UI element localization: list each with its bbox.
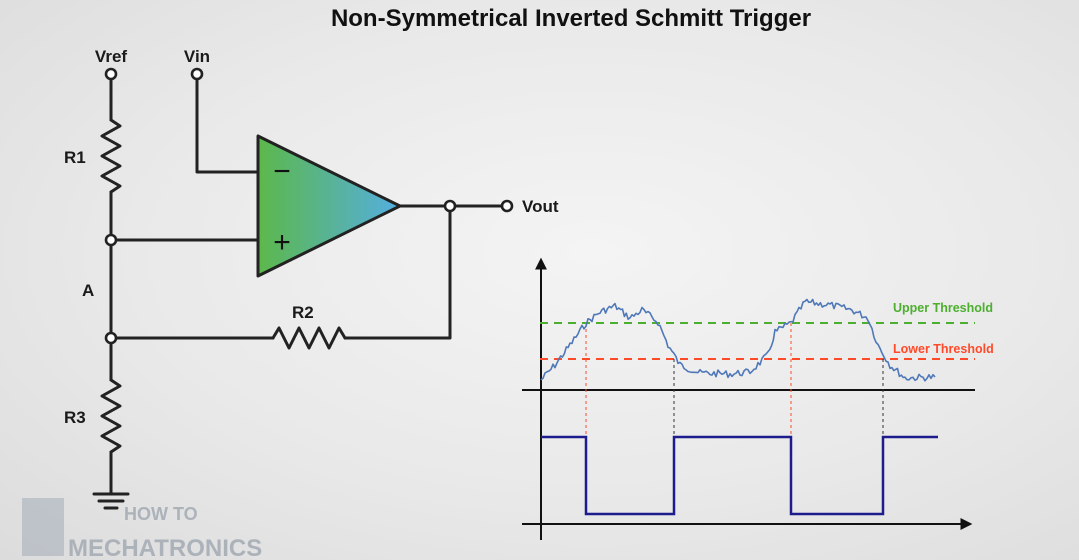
node-a-junction bbox=[104, 331, 118, 345]
waveform-graph: Upper Threshold Lower Threshold bbox=[522, 257, 994, 540]
opamp-minus: − bbox=[273, 155, 291, 188]
r2-resistor bbox=[271, 326, 347, 350]
vin-terminal bbox=[190, 67, 204, 81]
opamp-plus: + bbox=[273, 226, 291, 259]
page-title: Non-Symmetrical Inverted Schmitt Trigger bbox=[331, 5, 811, 32]
r3-resistor bbox=[100, 378, 122, 454]
vin-wire bbox=[195, 76, 260, 174]
r1-label: R1 bbox=[64, 148, 86, 167]
ground-icon bbox=[92, 492, 130, 510]
upper-threshold-label: Upper Threshold bbox=[893, 301, 993, 315]
vref-terminal bbox=[104, 67, 118, 81]
vin-label: Vin bbox=[184, 47, 210, 66]
logo-line1: HOW TO bbox=[124, 504, 198, 524]
output-square-wave bbox=[541, 435, 938, 516]
r3-label: R3 bbox=[64, 408, 86, 427]
r1-resistor bbox=[100, 118, 122, 194]
vout-label: Vout bbox=[522, 197, 559, 216]
plus-junction bbox=[104, 233, 118, 247]
node-a-label: A bbox=[82, 281, 94, 300]
vref-label: Vref bbox=[95, 47, 127, 66]
lower-threshold-label: Lower Threshold bbox=[893, 342, 994, 356]
feedback-wire bbox=[343, 204, 452, 340]
vout-terminal bbox=[500, 199, 514, 213]
r2-label: R2 bbox=[292, 303, 314, 322]
logo-emblem bbox=[22, 498, 64, 556]
logo-line2: MECHATRONICS bbox=[68, 535, 262, 560]
howtomechatronics-logo: HOW TO MECHATRONICS bbox=[22, 498, 262, 560]
input-signal-waveform bbox=[540, 298, 936, 382]
circuit: − + Vref Vin Vout R1 R2 R3 A bbox=[64, 47, 559, 510]
opamp-triangle bbox=[256, 134, 402, 278]
output-junction bbox=[443, 199, 457, 213]
